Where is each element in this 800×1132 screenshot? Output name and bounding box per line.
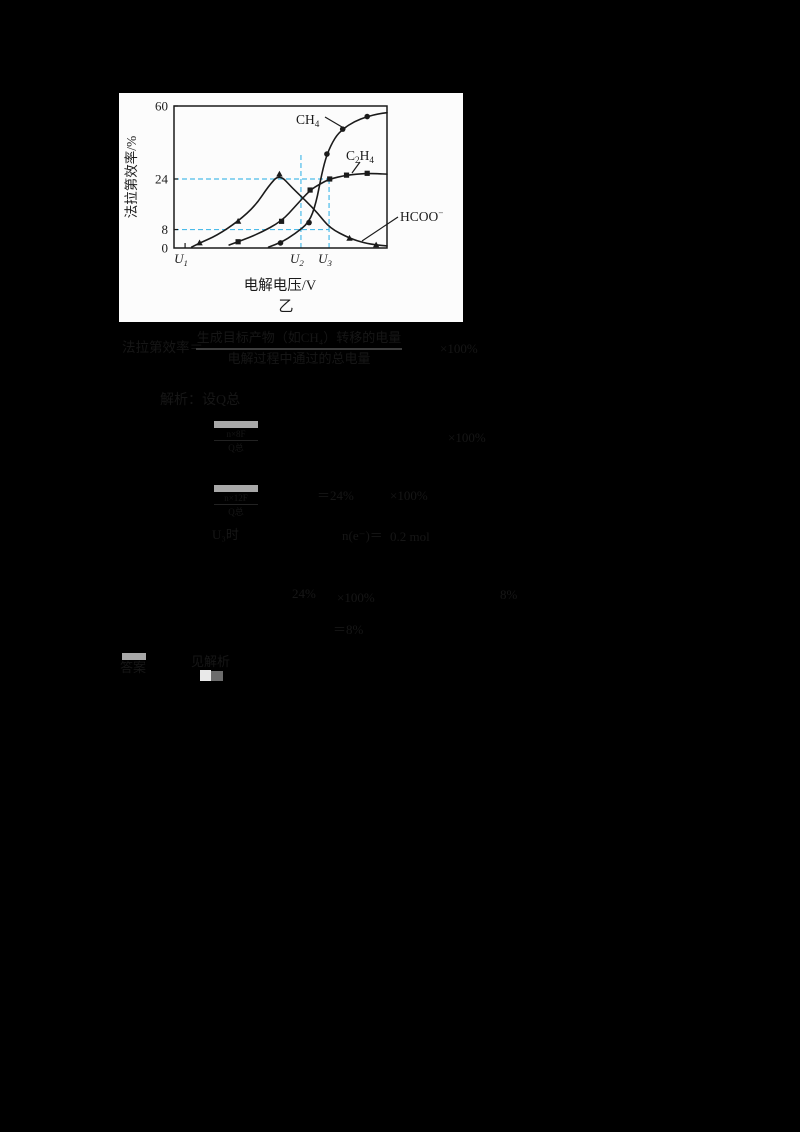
highlight-bar xyxy=(122,653,146,660)
math-text: 8% xyxy=(500,587,518,602)
svg-text:8: 8 xyxy=(162,222,169,237)
svg-text:24: 24 xyxy=(155,171,169,186)
math-text: ＝24% xyxy=(317,488,354,503)
answer-text: 见解析 xyxy=(191,654,231,669)
answer-gray-square xyxy=(211,671,223,681)
svg-text:U1: U1 xyxy=(174,251,188,268)
answer-label: 答案 xyxy=(120,660,147,675)
svg-text:U2: U2 xyxy=(290,251,304,268)
svg-text:U3: U3 xyxy=(318,251,332,268)
formula-numerator: 生成目标产物（如CH₄）转移的电量 xyxy=(196,330,402,350)
math-text: n(e⁻)＝ xyxy=(342,528,383,543)
math-fraction-chip: n×12F Q总 xyxy=(214,485,258,518)
formula-suffix: ×100% xyxy=(440,341,478,356)
y-axis-title: 法拉第效率/% xyxy=(123,136,139,219)
chip-denominator: Q总 xyxy=(228,443,244,453)
svg-text:60: 60 xyxy=(155,99,168,114)
chip-numerator: n×8F xyxy=(214,429,258,441)
series-label-HCOO-: HCOO− xyxy=(400,208,443,224)
answer-highlight-square xyxy=(200,670,211,681)
series-label-C2H4: C2H4 xyxy=(346,148,374,165)
highlight-bar xyxy=(214,421,258,428)
formula-fraction: 生成目标产物（如CH₄）转移的电量 电解过程中通过的总电量 xyxy=(196,330,402,367)
x-axis-title: 电解电压/V xyxy=(244,277,317,294)
math-text: 24% xyxy=(292,586,316,601)
figure-caption: 乙 xyxy=(278,299,293,315)
math-text: U₃时 xyxy=(212,527,239,542)
math-text: ×100% xyxy=(390,488,428,503)
math-text: ＝8% xyxy=(333,622,364,637)
math-text: ×100% xyxy=(337,590,375,605)
math-text: ×100% xyxy=(448,430,486,445)
math-text: 0.2 mol xyxy=(390,529,430,544)
chip-denominator: Q总 xyxy=(228,507,244,517)
math-fraction-chip: n×8F Q总 xyxy=(214,421,258,454)
chip-numerator: n×12F xyxy=(214,493,258,505)
svg-text:0: 0 xyxy=(162,241,169,256)
series-label-CH4: CH4 xyxy=(296,112,320,129)
analysis-text: 解析：设Q总 xyxy=(160,393,241,408)
faradaic-efficiency-chart: 0 8 24 60 U1 U2 U3 CH4 C2H4 HCOO− 法拉第效率/% 电解电压/V 乙 xyxy=(123,99,443,316)
formula-label: 法拉第效率＝ xyxy=(122,340,203,355)
chart-panel: 0 8 24 60 U1 U2 U3 CH4 C2H4 HCOO− 法拉第效率/% 电解电压/V 乙 xyxy=(119,93,463,322)
formula-denominator: 电解过程中通过的总电量 xyxy=(227,350,371,366)
highlight-bar xyxy=(214,485,258,492)
